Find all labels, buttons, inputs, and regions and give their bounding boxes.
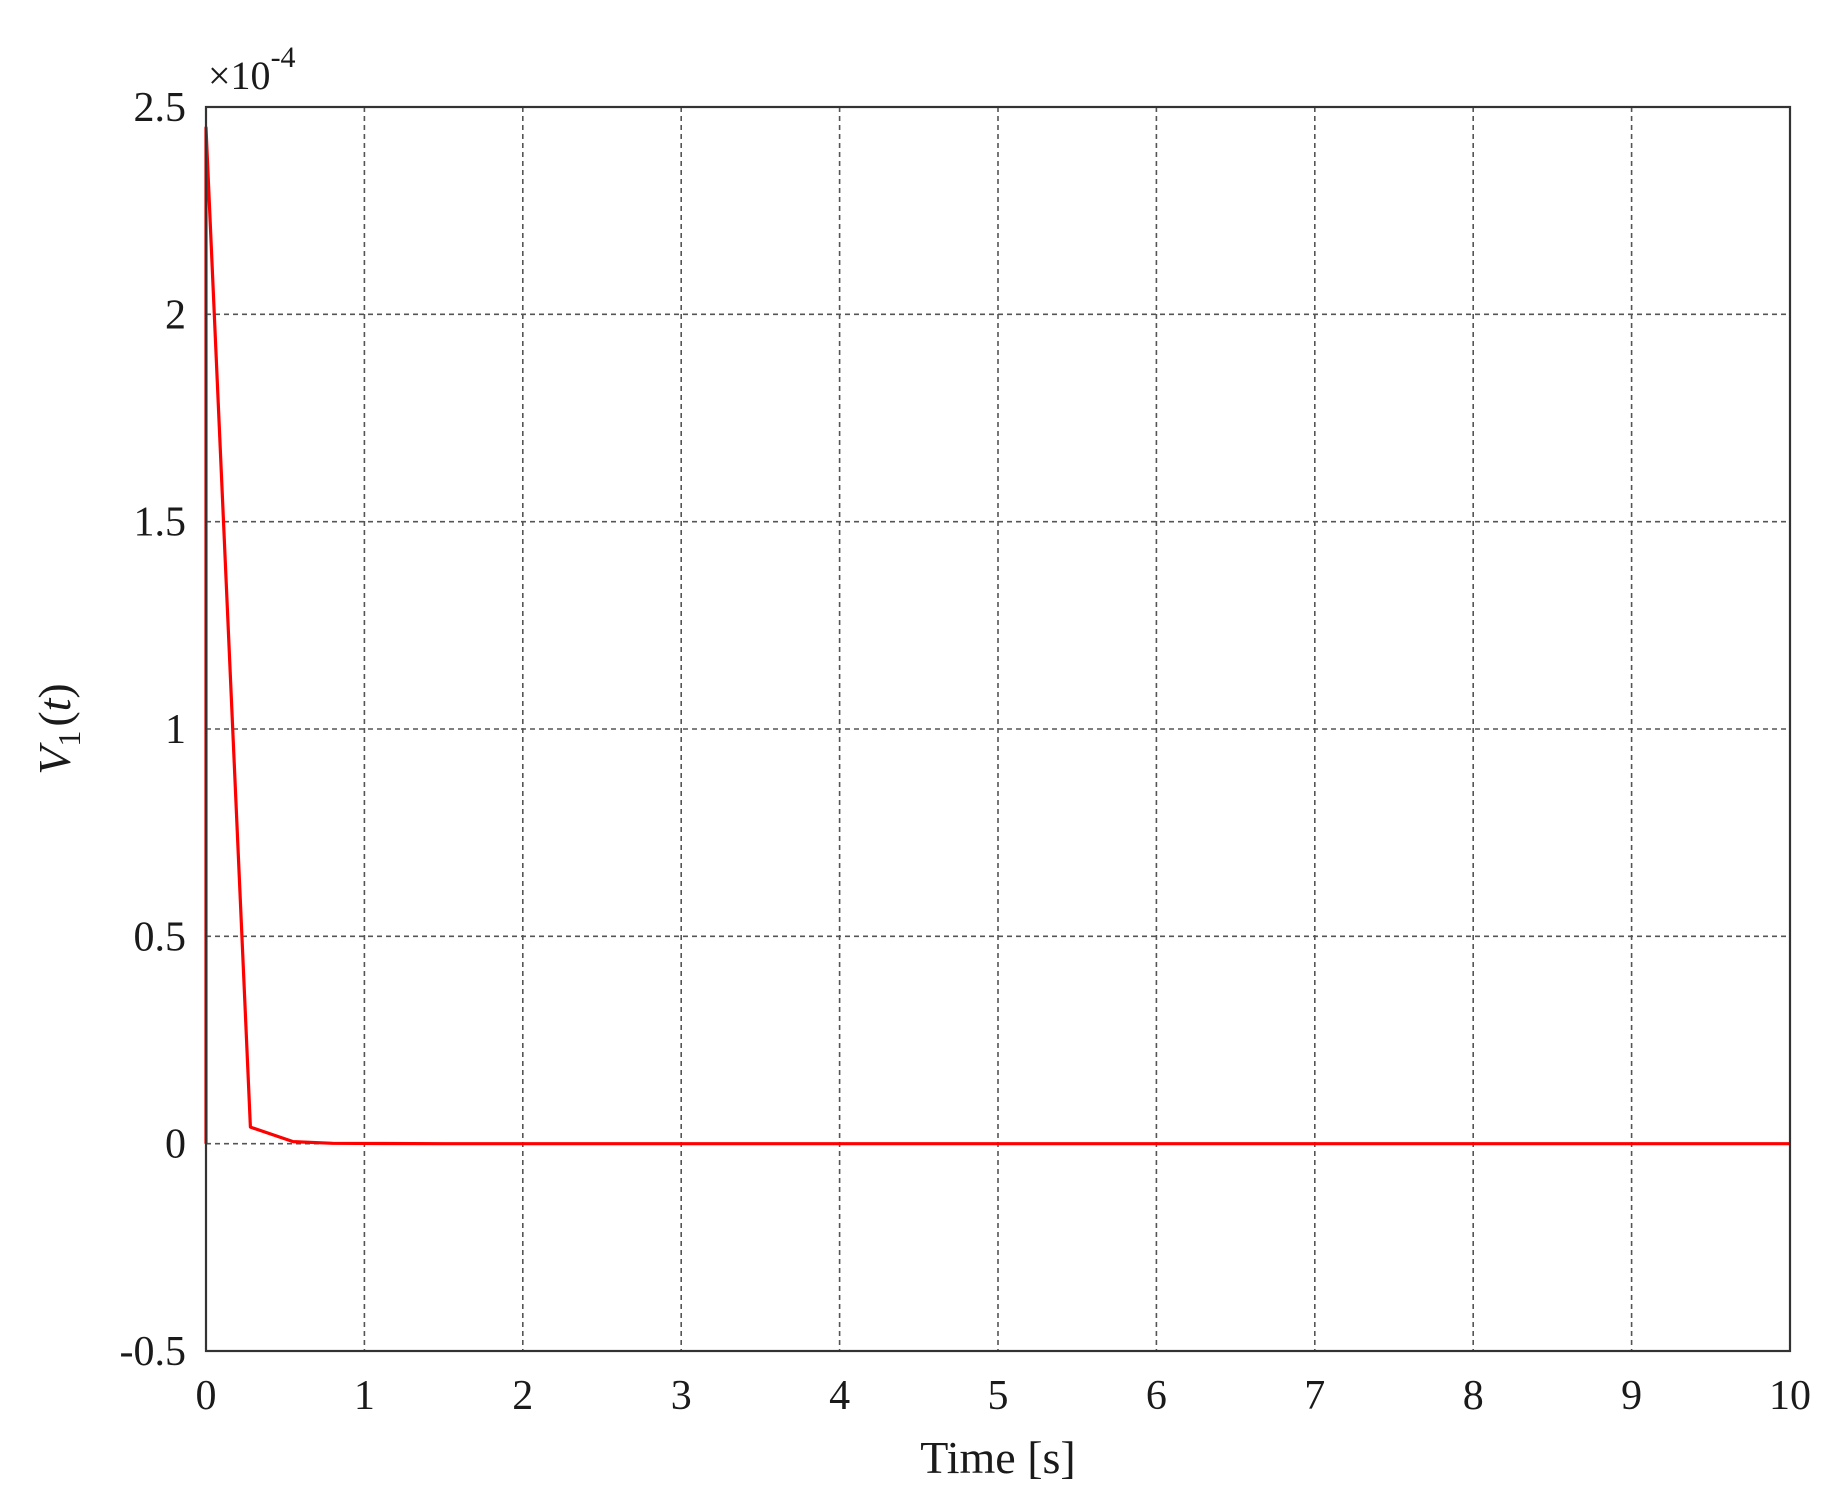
x-tick-label: 1 (354, 1373, 375, 1419)
x-tick-labels: 0 1 2 3 4 5 6 7 8 9 10 (196, 1373, 1812, 1419)
y-axis-label-main: V (29, 742, 80, 775)
series-layer (204, 126, 1790, 1146)
y-tick-label: -0.5 (120, 1329, 187, 1375)
x-tick-label: 4 (829, 1373, 850, 1419)
y-axis-label-subscript: 1 (51, 731, 87, 747)
x-tick-label: 3 (671, 1373, 692, 1419)
x-axis-label: Time [s] (920, 1432, 1076, 1483)
plot-frame (204, 105, 1792, 1353)
y-axis-label-paren-open: ( (29, 711, 80, 726)
y-axis-label: V1 (t) (29, 683, 87, 775)
y-axis-multiplier-base: ×10 (208, 53, 271, 98)
series-line-0 (204, 126, 1790, 1146)
svg-text:V1(t): V1 (t) (29, 683, 87, 775)
x-tick-label: 6 (1146, 1373, 1167, 1419)
x-tick-label: 10 (1769, 1373, 1811, 1419)
y-axis-multiplier: ×10-4 (208, 41, 296, 98)
x-tick-label: 2 (512, 1373, 533, 1419)
y-tick-label: 0.5 (134, 914, 187, 960)
y-axis-multiplier-exponent: -4 (271, 41, 296, 74)
y-tick-labels: -0.5 0 0.5 1 1.5 2 2.5 (120, 85, 187, 1375)
y-tick-label: 1 (165, 707, 186, 753)
x-tick-label: 7 (1304, 1373, 1325, 1419)
grid (206, 107, 1790, 1351)
y-tick-label: 1.5 (134, 500, 187, 546)
y-tick-label: 0 (165, 1122, 186, 1168)
y-tick-label: 2.5 (134, 85, 187, 131)
y-axis-label-paren-close: ) (29, 683, 80, 698)
x-tick-label: 5 (988, 1373, 1009, 1419)
x-tick-label: 9 (1621, 1373, 1642, 1419)
x-tick-label: 0 (196, 1373, 217, 1419)
y-tick-label: 2 (165, 292, 186, 338)
x-tick-label: 8 (1463, 1373, 1484, 1419)
y-axis-label-variable: t (29, 697, 80, 711)
